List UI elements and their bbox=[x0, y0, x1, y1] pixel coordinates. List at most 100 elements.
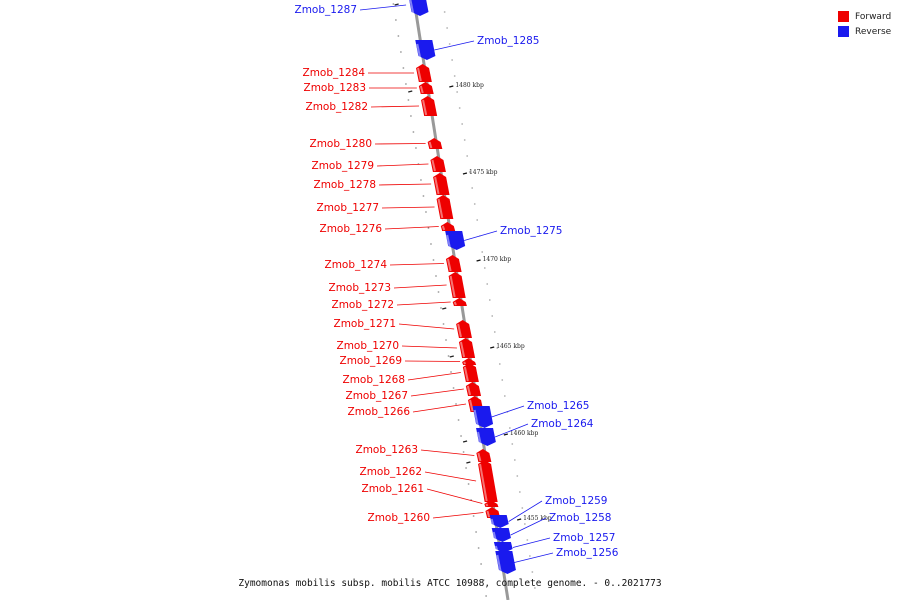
gene-label[interactable]: Zmob_1285 bbox=[477, 35, 539, 47]
gene-arrow-shape[interactable] bbox=[489, 515, 509, 528]
gene-zmob-1262[interactable] bbox=[478, 460, 498, 502]
gene-label[interactable]: Zmob_1267 bbox=[346, 390, 408, 402]
gene-label[interactable]: Zmob_1266 bbox=[348, 406, 411, 418]
gene-arrow-shape[interactable] bbox=[495, 551, 516, 574]
gene-label[interactable]: Zmob_1257 bbox=[553, 532, 615, 544]
gene-zmob-1259[interactable] bbox=[489, 515, 509, 528]
gene-arrow-shape[interactable] bbox=[415, 40, 436, 60]
gene-arrow-shape[interactable] bbox=[421, 96, 438, 116]
gene-arrow-shape[interactable] bbox=[476, 449, 492, 462]
gene-label[interactable]: Zmob_1268 bbox=[343, 374, 405, 386]
gene-zmob-1256[interactable] bbox=[495, 551, 516, 574]
gene-highlight bbox=[485, 503, 489, 507]
gene-zmob-1270[interactable] bbox=[458, 338, 476, 358]
gene-label[interactable]: Zmob_1274 bbox=[325, 259, 388, 271]
gene-zmob-1272[interactable] bbox=[452, 298, 467, 306]
gene-arrow-shape[interactable] bbox=[456, 320, 472, 338]
gene-arrow-shape[interactable] bbox=[416, 64, 432, 82]
gene-zmob-1267[interactable] bbox=[465, 382, 482, 396]
gene-arrow-shape[interactable] bbox=[418, 82, 434, 94]
gene-zmob-1277[interactable] bbox=[436, 195, 454, 219]
gene-arrow-shape[interactable] bbox=[408, 0, 429, 16]
gene-label[interactable]: Zmob_1273 bbox=[329, 282, 391, 294]
gene-label[interactable]: Zmob_1263 bbox=[356, 444, 418, 456]
gene-highlight bbox=[409, 0, 415, 16]
gene-arrow-shape[interactable] bbox=[476, 428, 496, 446]
gene-label[interactable]: Zmob_1280 bbox=[310, 138, 372, 150]
gene-label[interactable]: Zmob_1282 bbox=[306, 101, 368, 113]
gene-leader-line bbox=[393, 284, 447, 289]
gene-zmob-1275[interactable] bbox=[445, 231, 466, 250]
gene-label[interactable]: Zmob_1283 bbox=[304, 82, 366, 94]
gene-label[interactable]: Zmob_1260 bbox=[368, 512, 430, 524]
gene-arrow-shape[interactable] bbox=[493, 542, 513, 553]
gene-label[interactable]: Zmob_1259 bbox=[545, 495, 607, 507]
gene-zmob-1271[interactable] bbox=[456, 320, 472, 338]
gene-zmob-1273[interactable] bbox=[448, 272, 466, 298]
gene-leader-line bbox=[396, 301, 451, 306]
kbp-tick bbox=[394, 3, 399, 6]
gene-leader-line bbox=[389, 263, 444, 266]
gene-zmob-1274[interactable] bbox=[445, 255, 462, 272]
gene-label[interactable]: Zmob_1261 bbox=[362, 483, 424, 495]
gene-arrow-shape[interactable] bbox=[452, 298, 467, 306]
gene-leader-line bbox=[374, 143, 426, 145]
gene-zmob-1276[interactable] bbox=[440, 222, 456, 231]
gene-label[interactable]: Zmob_1262 bbox=[360, 466, 422, 478]
gene-arrow-shape[interactable] bbox=[484, 500, 499, 507]
gene-zmob-1265[interactable] bbox=[472, 406, 494, 428]
gene-label[interactable]: Zmob_1271 bbox=[334, 318, 396, 330]
gene-arrow-shape[interactable] bbox=[427, 138, 443, 149]
gene-zmob-1261[interactable] bbox=[484, 500, 499, 507]
gene-zmob-1264[interactable] bbox=[476, 428, 496, 446]
gene-label[interactable]: Zmob_1258 bbox=[549, 512, 611, 524]
gene-zmob-1278[interactable] bbox=[433, 173, 450, 195]
gene-highlight bbox=[479, 463, 488, 502]
gene-arrow-shape[interactable] bbox=[445, 255, 462, 272]
gene-zmob-1283[interactable] bbox=[418, 82, 434, 94]
gene-label[interactable]: Zmob_1269 bbox=[340, 355, 402, 367]
gene-label[interactable]: Zmob_1277 bbox=[317, 202, 379, 214]
gene-arrow-shape[interactable] bbox=[430, 156, 446, 172]
gene-label[interactable]: Zmob_1284 bbox=[303, 67, 366, 79]
gene-arrow-shape[interactable] bbox=[462, 363, 479, 382]
gene-zmob-1263[interactable] bbox=[476, 449, 492, 462]
gene-leader-line bbox=[401, 345, 457, 349]
gene-label[interactable]: Zmob_1272 bbox=[332, 299, 394, 311]
gene-zmob-1280[interactable] bbox=[427, 138, 443, 149]
gene-arrow-shape[interactable] bbox=[433, 173, 450, 195]
gene-zmob-1279[interactable] bbox=[430, 156, 446, 172]
kbp-tick bbox=[503, 433, 509, 436]
gene-arrow-shape[interactable] bbox=[472, 406, 494, 428]
gene-label[interactable]: Zmob_1278 bbox=[314, 179, 376, 191]
gene-label[interactable]: Zmob_1287 bbox=[295, 4, 357, 16]
gene-arrow-shape[interactable] bbox=[465, 382, 482, 396]
gene-label[interactable]: Zmob_1256 bbox=[556, 547, 619, 559]
gene-arrow-shape[interactable] bbox=[458, 338, 476, 358]
gene-label[interactable]: Zmob_1265 bbox=[527, 400, 589, 412]
gene-highlight bbox=[441, 225, 446, 231]
gene-zmob-1287[interactable] bbox=[408, 0, 429, 16]
gene-label[interactable]: Zmob_1279 bbox=[312, 160, 374, 172]
gene-zmob-1282[interactable] bbox=[421, 96, 438, 116]
gene-arrow-shape[interactable] bbox=[491, 528, 511, 542]
gene-zmob-1258[interactable] bbox=[491, 528, 511, 542]
gene-label[interactable]: Zmob_1276 bbox=[320, 223, 383, 235]
gene-label[interactable]: Zmob_1264 bbox=[531, 418, 594, 430]
gene-arrow-shape[interactable] bbox=[478, 460, 498, 502]
gene-zmob-1285[interactable] bbox=[415, 40, 436, 60]
gene-highlight bbox=[446, 234, 452, 250]
gene-arrow-shape[interactable] bbox=[445, 231, 466, 250]
gene-zmob-1284[interactable] bbox=[416, 64, 432, 82]
gene-label[interactable]: Zmob_1270 bbox=[337, 340, 399, 352]
gene-label[interactable]: Zmob_1275 bbox=[500, 225, 562, 237]
gene-zmob-1269[interactable] bbox=[462, 358, 477, 365]
gene-arrow-shape[interactable] bbox=[462, 358, 477, 365]
gene-zmob-1268[interactable] bbox=[462, 363, 479, 382]
gene-highlight bbox=[459, 341, 466, 358]
gene-highlight bbox=[477, 452, 482, 462]
gene-arrow-shape[interactable] bbox=[436, 195, 454, 219]
gene-arrow-shape[interactable] bbox=[440, 222, 456, 231]
gene-leader-line bbox=[508, 500, 543, 522]
gene-arrow-shape[interactable] bbox=[448, 272, 466, 298]
